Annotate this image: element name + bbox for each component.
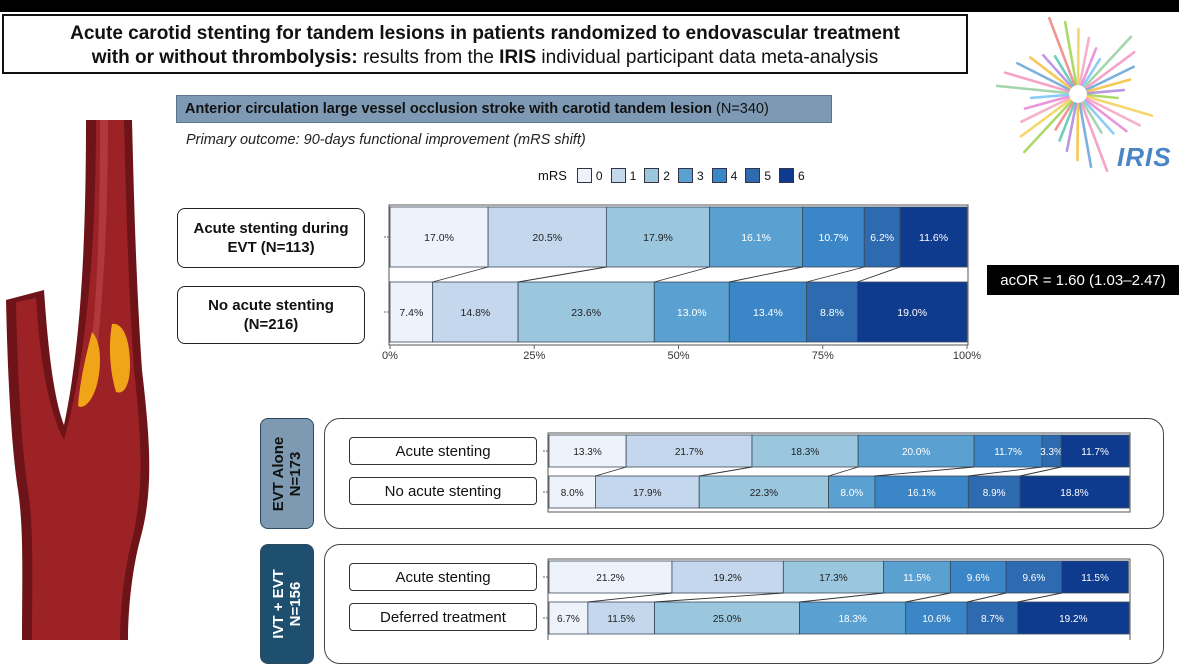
bar-label-r0-mrs4: 9.6% — [967, 573, 990, 584]
mrs-legend: mRS 0 1 2 3 4 5 6 — [538, 168, 809, 183]
bar-label-r1-mrs4: 10.6% — [922, 614, 950, 625]
group-label-stenting: Acute stenting during EVT (N=113) — [177, 208, 365, 268]
legend-label-4: 4 — [731, 169, 738, 183]
bar-label-r0-mrs0: 21.2% — [596, 573, 624, 584]
bar-label-r1-mrs5: 8.7% — [981, 614, 1004, 625]
x-tick-label-1: 25% — [523, 350, 545, 362]
bar-label-r0-mrs2: 17.9% — [643, 232, 673, 244]
adjusted-common-odds-ratio: acOR = 1.60 (1.03–2.47) — [987, 265, 1179, 295]
bar-label-r1-mrs1: 11.5% — [607, 614, 635, 625]
x-tick-label-4: 100% — [953, 350, 981, 362]
bar-label-r1-mrs1: 14.8% — [461, 307, 491, 319]
badge-evt-line2: N=173 — [287, 436, 304, 510]
badge-ivt-line1: IVT + EVT — [270, 569, 287, 639]
title-box: Acute carotid stenting for tandem lesion… — [2, 14, 968, 74]
badge-ivt-line2: N=156 — [287, 569, 304, 639]
bar-label-r0-mrs6: 11.7% — [1081, 447, 1109, 458]
bar-label-r0-mrs2: 17.3% — [819, 573, 847, 584]
title-line-2: with or without thrombolysis: results fr… — [4, 46, 966, 70]
primary-outcome: Primary outcome: 90-days functional impr… — [186, 132, 586, 148]
legend-swatch-1 — [611, 168, 626, 183]
legend-label-3: 3 — [697, 169, 704, 183]
legend-label-0: 0 — [596, 169, 603, 183]
main-mrs-chart: 17.0% 20.5% 17.9% 16.1% 10.7% 6.2% 11.6% 7.4% 14… — [365, 200, 985, 370]
bar-label-r1-mrs5: 8.8% — [820, 307, 844, 319]
bar-label-r1-mrs0: 6.7% — [557, 614, 580, 625]
top-black-bar — [0, 0, 1179, 12]
bar-label-r0-mrs3: 16.1% — [741, 232, 771, 244]
iris-logo-text: IRIS — [1117, 142, 1172, 173]
legend-swatch-2 — [644, 168, 659, 183]
bar-label-r0-mrs0: 13.3% — [573, 447, 601, 458]
badge-evt-line1: EVT Alone — [270, 436, 287, 510]
bar-label-r0-mrs1: 21.7% — [675, 447, 703, 458]
bar-label-r1-mrs2: 25.0% — [713, 614, 741, 625]
bar-label-r0-mrs4: 11.7% — [994, 447, 1022, 458]
x-tick-label-2: 50% — [667, 350, 689, 362]
legend-label-1: 1 — [630, 169, 637, 183]
section-heading-n: (N=340) — [712, 101, 769, 117]
bar-label-r1-mrs5: 8.9% — [983, 488, 1006, 499]
bar-label-r0-mrs3: 11.5% — [903, 573, 931, 584]
bar-label-r0-mrs6: 11.5% — [1081, 573, 1109, 584]
bar-label-r0-mrs1: 20.5% — [532, 232, 562, 244]
bar-label-r0-mrs5: 6.2% — [870, 232, 894, 244]
group-label-no-stenting: No acute stenting (N=216) — [177, 286, 365, 344]
evt-row-label-no-stenting: No acute stenting — [349, 477, 537, 505]
title-end-part: individual participant data meta-analysi… — [536, 47, 878, 68]
section-heading-bold: Anterior circulation large vessel occlus… — [185, 101, 712, 117]
legend-swatch-5 — [745, 168, 760, 183]
bar-label-r1-mrs6: 19.0% — [897, 307, 927, 319]
bar-label-r1-mrs2: 23.6% — [571, 307, 601, 319]
section-heading: Anterior circulation large vessel occlus… — [176, 95, 832, 123]
legend-title: mRS — [538, 168, 567, 183]
legend-swatch-4 — [712, 168, 727, 183]
bar-label-r0-mrs5: 9.6% — [1022, 573, 1045, 584]
bar-label-r1-mrs4: 16.1% — [907, 488, 935, 499]
bar-label-r0-mrs6: 11.6% — [919, 232, 948, 244]
bar-label-r0-mrs1: 19.2% — [713, 573, 741, 584]
bar-label-r0-mrs2: 18.3% — [791, 447, 819, 458]
bar-label-r0-mrs4: 10.7% — [819, 232, 849, 244]
title-bold-part: with or without thrombolysis: — [92, 47, 358, 68]
x-tick-label-3: 75% — [812, 350, 834, 362]
title-iris: IRIS — [499, 47, 536, 68]
legend-label-6: 6 — [798, 169, 805, 183]
bar-label-r1-mrs2: 22.3% — [750, 488, 778, 499]
bar-label-r0-mrs5: 3.3% — [1040, 447, 1063, 458]
bar-label-r1-mrs6: 18.8% — [1060, 488, 1088, 499]
carotid-artery-plaque-illustration — [0, 110, 175, 640]
ivt-row-label-stenting: Acute stenting — [349, 563, 537, 591]
bar-label-r1-mrs3: 18.3% — [838, 614, 866, 625]
title-line-1: Acute carotid stenting for tandem lesion… — [4, 22, 966, 46]
bar-label-r1-mrs0: 7.4% — [399, 307, 423, 319]
ivt-evt-mrs-chart: 21.2% 19.2% 17.3% 11.5% 9.6% 9.6% 11.5% 6.7% 11.… — [537, 556, 1137, 640]
bar-label-r1-mrs3: 8.0% — [840, 488, 863, 499]
legend-swatch-3 — [678, 168, 693, 183]
bar-label-r1-mrs0: 8.0% — [561, 488, 584, 499]
x-tick-label-0: 0% — [382, 350, 398, 362]
bar-label-r0-mrs0: 17.0% — [424, 232, 454, 244]
bar-label-r1-mrs1: 17.9% — [633, 488, 661, 499]
ivt-row-label-deferred: Deferred treatment — [349, 603, 537, 631]
bar-label-r1-mrs6: 19.2% — [1059, 614, 1087, 625]
title-mid-part: results from the — [358, 47, 500, 68]
legend-label-5: 5 — [764, 169, 771, 183]
legend-swatch-0 — [577, 168, 592, 183]
bar-label-r1-mrs3: 13.0% — [677, 307, 707, 319]
evt-alone-mrs-chart: 13.3% 21.7% 18.3% 20.0% 11.7% 3.3% 11.7% 8.0% 17… — [537, 430, 1137, 515]
evt-row-label-stenting: Acute stenting — [349, 437, 537, 465]
logo-ray-1 — [1088, 97, 1152, 116]
bar-label-r1-mrs4: 13.4% — [753, 307, 783, 319]
legend-label-2: 2 — [663, 169, 670, 183]
bar-label-r0-mrs3: 20.0% — [902, 447, 930, 458]
legend-swatch-6 — [779, 168, 794, 183]
